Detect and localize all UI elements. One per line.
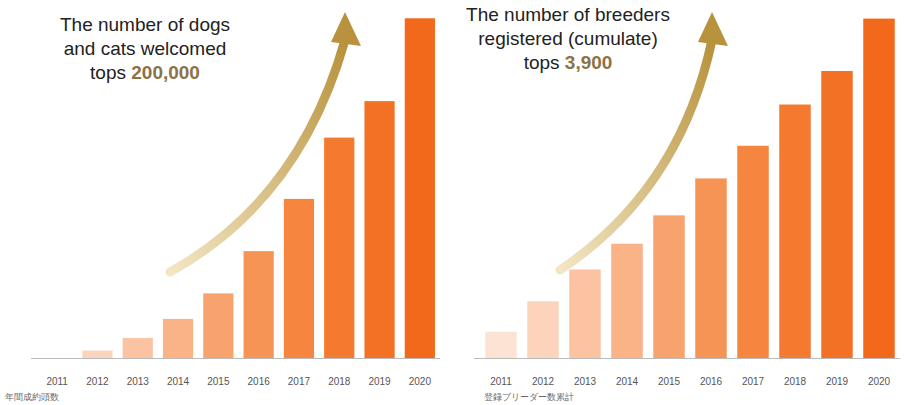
bar [779, 105, 811, 358]
arrow-head [331, 12, 361, 46]
bar [324, 138, 354, 358]
bar [284, 199, 314, 358]
bar [405, 18, 435, 358]
title-text: tops [90, 62, 131, 83]
bar [653, 215, 685, 358]
bar [611, 244, 643, 358]
bar [821, 71, 853, 358]
panel: 2011 2012 2013 2014 2015 2016 2017 2018 2019 2020… [466, 4, 900, 402]
title-text: registered (cumulate) [478, 28, 658, 49]
bars [485, 19, 895, 358]
bar [485, 332, 517, 358]
bar [123, 338, 153, 358]
bar [82, 351, 112, 358]
title: tops 200,000 [90, 62, 200, 83]
x-tick-label: 2018 [328, 376, 351, 387]
x-tick-label: 2019 [368, 376, 391, 387]
title-text: The number of dogs [60, 14, 230, 35]
x-tick-label: 2015 [658, 376, 681, 387]
x-tick-label: 2017 [742, 376, 765, 387]
baseline [31, 358, 440, 359]
title: The number of dogs [60, 14, 230, 35]
title-highlight: 3,900 [565, 52, 613, 73]
bar [527, 301, 559, 358]
bar [244, 251, 274, 358]
x-tick-label: 2014 [167, 376, 190, 387]
x-tick-label: 2020 [868, 376, 891, 387]
x-tick-label: 2016 [700, 376, 723, 387]
x-tick-label: 2013 [574, 376, 597, 387]
x-tick-label: 2015 [207, 376, 230, 387]
bars [82, 18, 435, 358]
panel: 2011 2012 2013 2014 2015 2016 2017 2018 2019 2020… [5, 12, 440, 402]
x-tick-label: 2020 [409, 376, 432, 387]
bar [863, 19, 895, 358]
x-tick-label: 2018 [784, 376, 807, 387]
bar [569, 269, 601, 358]
bar [163, 319, 193, 358]
x-axis-label: 登録ブリーダー数累計 [484, 392, 574, 402]
chart-root: 2011 2012 2013 2014 2015 2016 2017 2018 2019 2020… [0, 0, 905, 405]
title: registered (cumulate) [478, 28, 658, 49]
trend-arrow [560, 40, 712, 270]
bar [42, 358, 72, 359]
x-tick-label: 2017 [288, 376, 311, 387]
title-highlight: 200,000 [131, 62, 200, 83]
x-tick-label: 2012 [532, 376, 555, 387]
arrow-head [698, 12, 728, 46]
title: tops 3,900 [524, 52, 613, 73]
x-tick-label: 2011 [46, 376, 68, 387]
x-tick-label: 2011 [490, 376, 512, 387]
bar [364, 101, 394, 358]
title-text: and cats welcomed [64, 38, 227, 59]
baseline [474, 358, 900, 359]
x-tick-label: 2019 [826, 376, 849, 387]
title-text: tops [524, 52, 565, 73]
x-tick-label: 2014 [616, 376, 639, 387]
bar [203, 293, 233, 358]
title: The number of breeders [466, 4, 670, 25]
x-axis-label: 年間成約頭数 [5, 392, 59, 402]
x-tick-label: 2016 [248, 376, 271, 387]
x-tick-label: 2012 [86, 376, 109, 387]
title: and cats welcomed [64, 38, 227, 59]
bar [695, 178, 727, 358]
title-text: The number of breeders [466, 4, 670, 25]
x-tick-label: 2013 [127, 376, 150, 387]
bar [737, 146, 769, 358]
